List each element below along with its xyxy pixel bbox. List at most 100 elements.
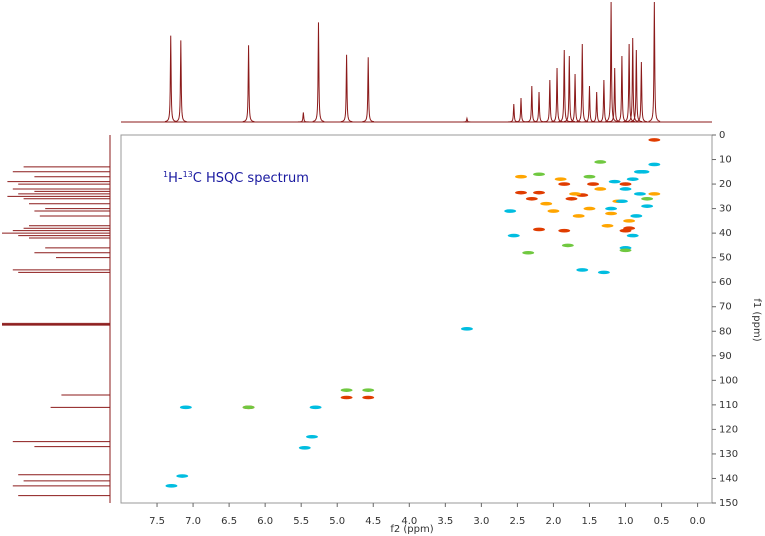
cross-peak (626, 233, 639, 238)
y-tick-label: 30 (719, 204, 732, 215)
x-tick-label: 5.0 (329, 516, 345, 527)
proton-peak (242, 45, 255, 123)
proton-peak (563, 55, 576, 123)
cross-peak (309, 405, 322, 410)
proton-peak (605, 1, 617, 122)
cross-peak (626, 177, 639, 181)
x-tick-label: 3.5 (437, 516, 453, 527)
cross-peak (623, 226, 636, 231)
proton-peak (598, 79, 610, 123)
proton-peak (515, 97, 527, 123)
cross-peak (572, 214, 585, 218)
proton-peak (174, 40, 187, 123)
y-tick-label: 130 (719, 449, 738, 460)
plot-frame (120, 134, 713, 504)
y-axis-label: f1 (ppm) (751, 298, 762, 341)
proton-peak (551, 67, 563, 123)
cross-peak (619, 182, 632, 186)
cross-peak (298, 446, 311, 450)
x-tick-label: 6.5 (221, 516, 237, 527)
y-tick-label: 90 (719, 351, 732, 362)
proton-peak (576, 43, 589, 123)
cross-peak (558, 228, 571, 233)
x-tick-label: 4.5 (365, 516, 381, 527)
annotation-part: 1 (163, 170, 168, 179)
x-tick-label: 7.5 (149, 516, 165, 527)
proton-peak (616, 55, 628, 123)
cross-peak (522, 250, 535, 255)
cross-peak (525, 196, 538, 201)
x-tick-label: 5.5 (293, 516, 309, 527)
proton-peak (508, 103, 520, 123)
y-tick-label: 80 (719, 326, 732, 337)
cross-peak (515, 190, 528, 195)
proton-peak (312, 22, 325, 122)
proton-peak (362, 57, 375, 123)
cross-peak (533, 172, 546, 177)
cross-peak (547, 209, 560, 213)
cross-peak (648, 138, 661, 142)
proton-peak (297, 112, 310, 123)
cross-peak (641, 196, 654, 201)
cross-peak (533, 190, 546, 195)
cross-peak (554, 177, 567, 181)
cross-peak (608, 179, 621, 184)
proton-peak (583, 85, 596, 123)
y-tick-label: 60 (719, 277, 732, 288)
y-tick-label: 20 (719, 179, 732, 190)
cross-peak (637, 170, 650, 174)
cross-peak (594, 160, 607, 164)
y-tick-label: 50 (719, 253, 732, 264)
cross-peak (615, 199, 628, 204)
y-tick-label: 40 (719, 228, 732, 239)
proton-peak (533, 91, 545, 123)
x-tick-label: 1.0 (618, 516, 634, 527)
cross-peak (594, 187, 607, 191)
x-tick-label: 1.5 (582, 516, 598, 527)
cross-peak (623, 219, 636, 223)
cross-peak (165, 484, 178, 488)
cross-peak (648, 162, 661, 167)
y-tick-label: 110 (719, 400, 738, 411)
x-tick-label: 6.0 (257, 516, 273, 527)
annotation-part: H- (168, 171, 183, 186)
cross-peak (558, 182, 571, 186)
x-tick-label: 4.0 (401, 516, 417, 527)
cross-peak (565, 196, 578, 201)
x-tick-label: 2.5 (509, 516, 525, 527)
proton-peak (648, 1, 661, 122)
cross-peak (340, 395, 353, 400)
proton-peak (635, 61, 648, 123)
annotation: 1H-13C HSQC spectrum (163, 170, 309, 186)
cross-peak (641, 204, 654, 208)
cross-peak (362, 388, 375, 392)
proton-peak (461, 116, 473, 123)
y-tick-label: 120 (719, 424, 738, 435)
cross-peak (340, 388, 353, 392)
y-tick-label: 140 (719, 473, 738, 484)
y-tick-label: 10 (719, 155, 732, 166)
proton-peak (558, 49, 571, 123)
x-tick-label: 3.0 (473, 516, 489, 527)
proton-peak (569, 73, 581, 123)
cross-peak (583, 174, 596, 179)
cross-peak (540, 201, 553, 206)
proton-peak (340, 54, 353, 123)
cross-peak (179, 405, 192, 410)
cross-peak (460, 327, 473, 331)
cross-peak (576, 268, 589, 272)
x-axis-label: f2 (ppm) (390, 524, 433, 535)
y-tick-label: 0 (719, 130, 725, 141)
cross-peak (605, 211, 618, 216)
y-tick-label: 100 (719, 375, 738, 386)
cross-peak (630, 214, 643, 218)
cross-peak (504, 209, 517, 213)
x-tick-label: 7.0 (185, 516, 201, 527)
annotation-part: C HSQC spectrum (193, 171, 309, 186)
y-tick-label: 70 (719, 302, 732, 313)
cross-peak (605, 206, 618, 211)
cross-peak (533, 227, 546, 232)
cross-peak (362, 395, 375, 400)
proton-peak (526, 85, 538, 123)
